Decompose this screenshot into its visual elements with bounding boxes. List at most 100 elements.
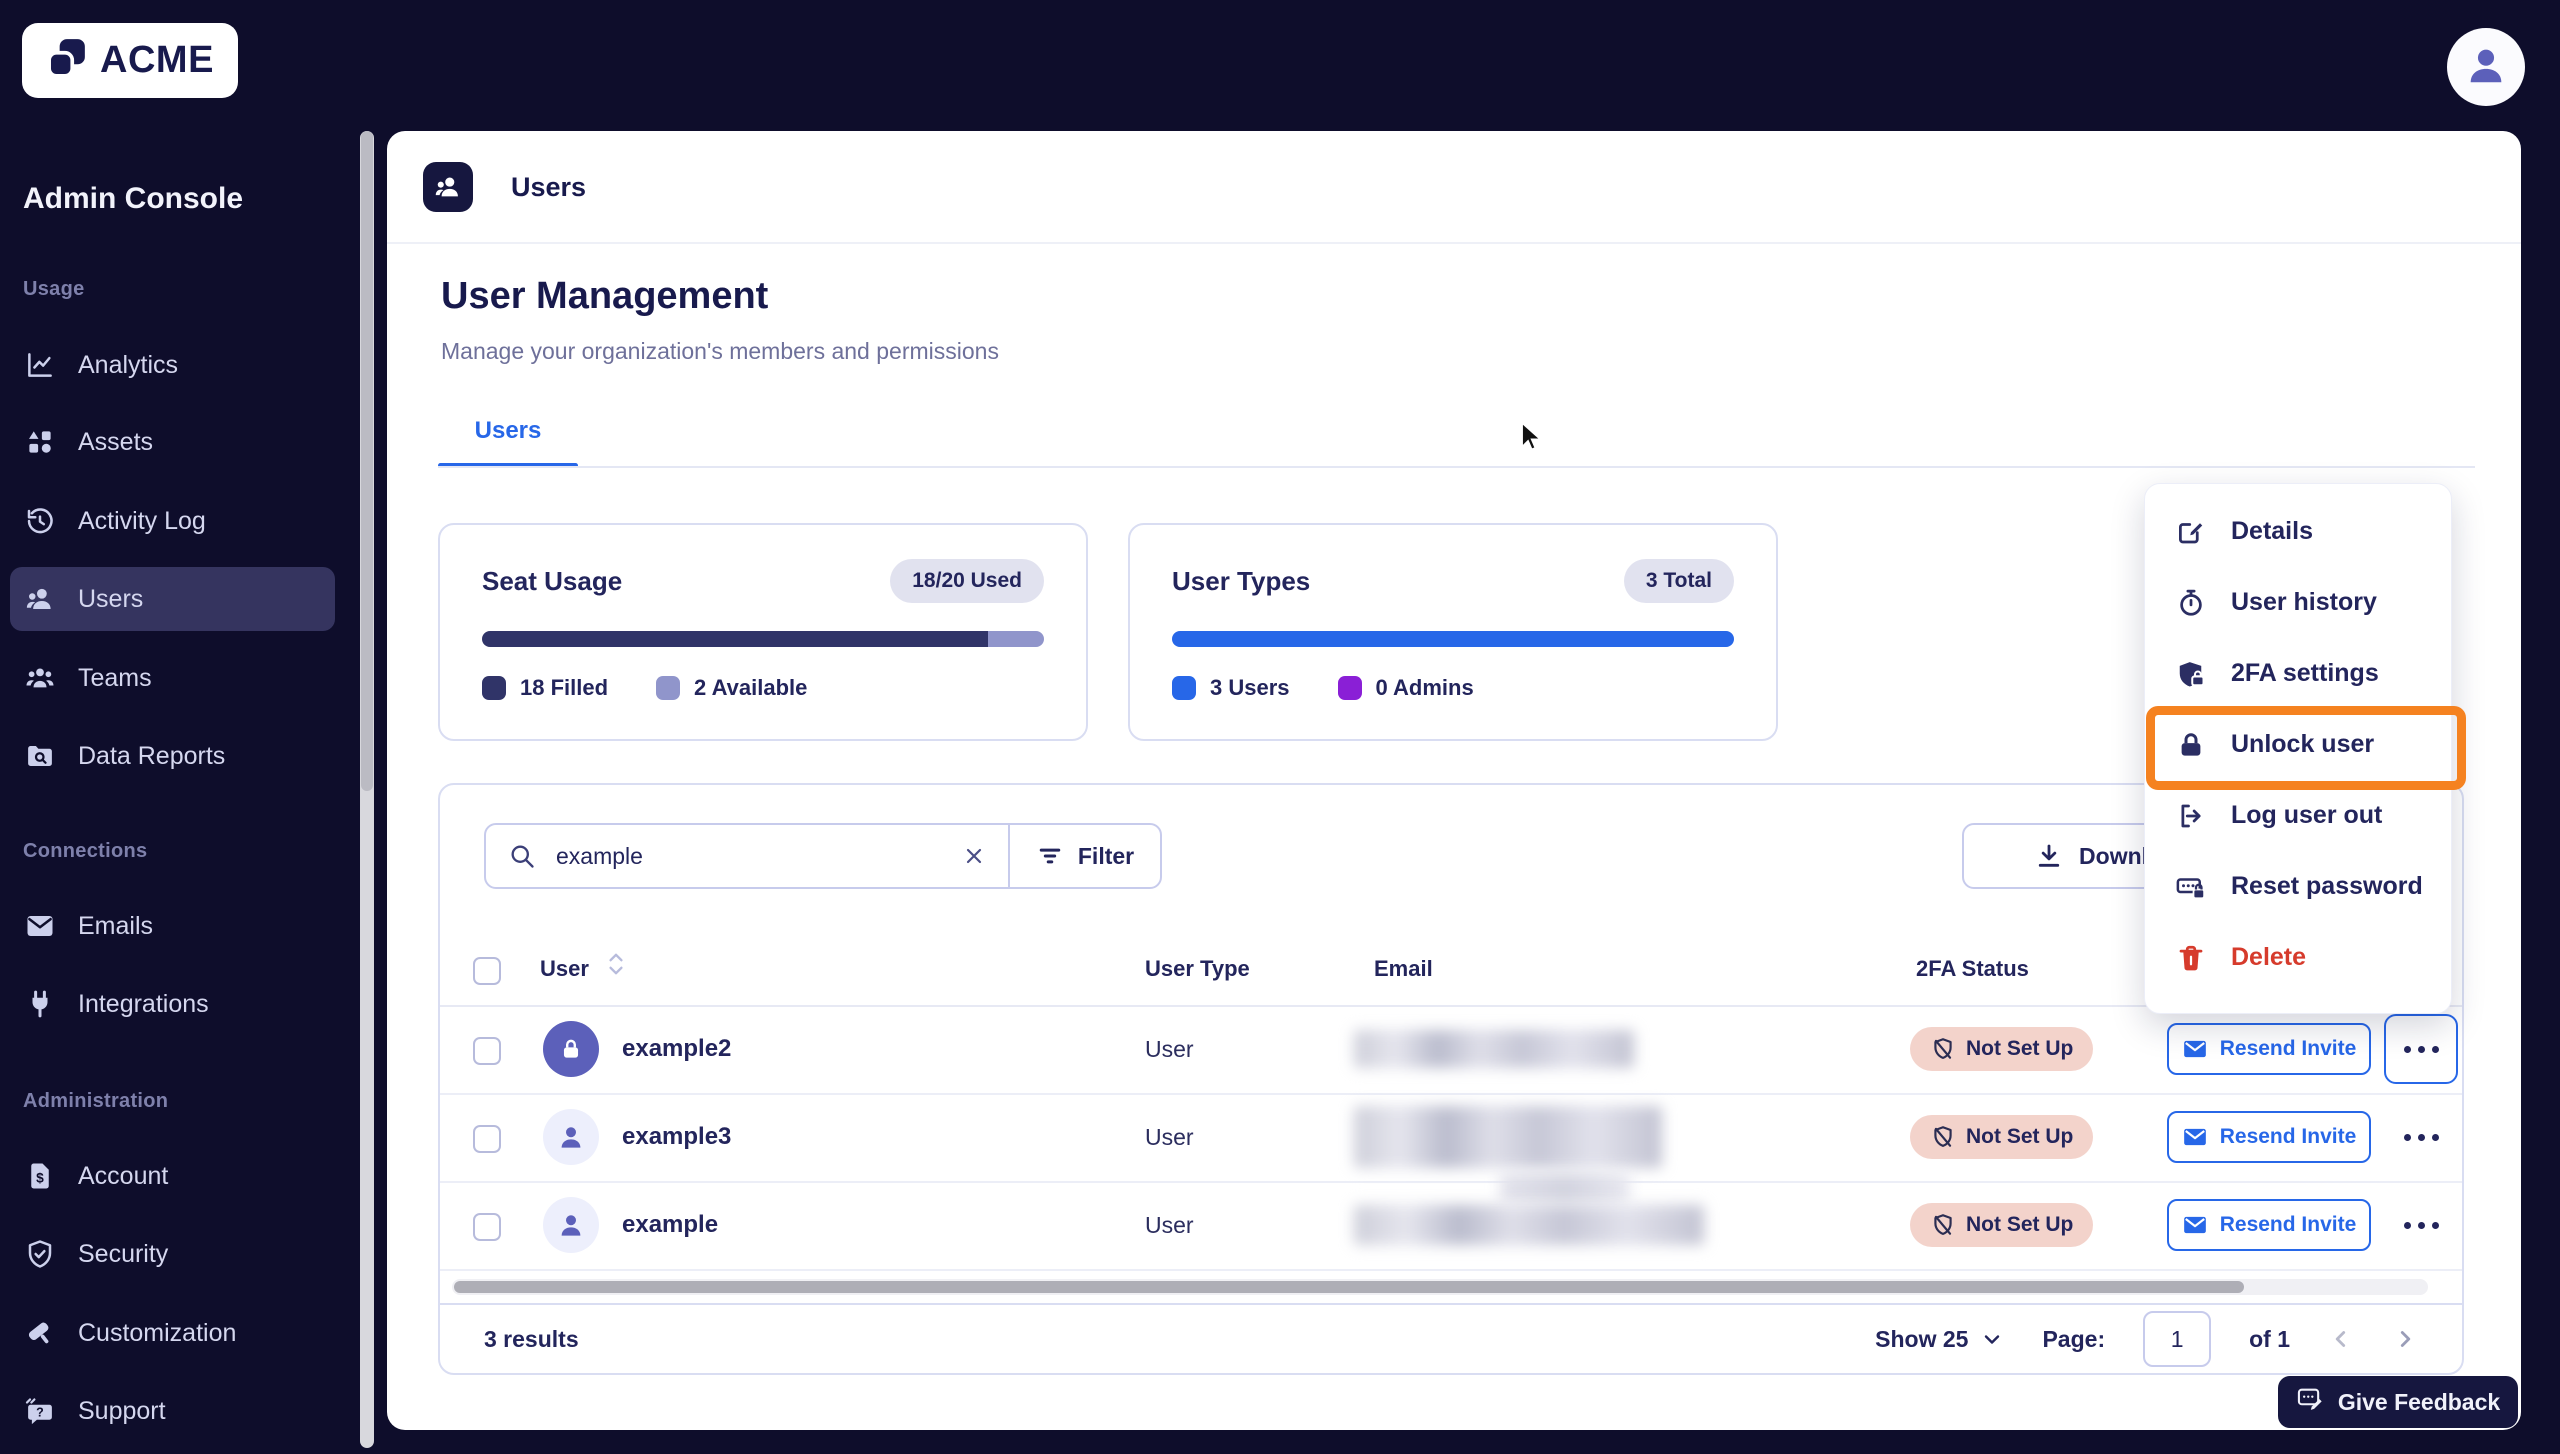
seat-usage-badge: 18/20 Used xyxy=(890,559,1044,603)
horizontal-scrollbar-thumb[interactable] xyxy=(454,1281,2244,1293)
row-checkbox[interactable] xyxy=(473,1213,501,1241)
users-table-container: Filter Download User User Type Email 2FA… xyxy=(438,783,2464,1375)
search-box[interactable] xyxy=(486,825,1008,887)
row-actions-menu-button[interactable] xyxy=(2384,1190,2458,1260)
redacted-email xyxy=(1354,1030,1634,1068)
page-number-input[interactable] xyxy=(2143,1311,2212,1367)
envelope-icon xyxy=(2183,1216,2206,1234)
table-row: example2 User Not Set Up Resend Invite xyxy=(440,1005,2462,1095)
column-header-user-type: User Type xyxy=(1145,956,1250,981)
legend-filled: 18 Filled xyxy=(482,675,608,701)
sidebar-item-label: Support xyxy=(78,1396,166,1425)
sidebar-item-security[interactable]: Security xyxy=(10,1226,335,1282)
legend-admins-swatch xyxy=(1337,676,1362,700)
row-checkbox[interactable] xyxy=(473,1125,501,1153)
sidebar-item-data-reports[interactable]: Data Reports xyxy=(10,728,335,784)
sidebar-item-support[interactable]: ? Support xyxy=(10,1383,335,1439)
column-header-2fa-status: 2FA Status xyxy=(1916,956,2029,981)
user-avatar xyxy=(543,1197,599,1253)
user-type: User xyxy=(1145,1036,1194,1062)
user-types-badge: 3 Total xyxy=(1623,559,1734,603)
chevron-left-icon xyxy=(2335,1331,2346,1347)
shield-lock-icon xyxy=(2175,658,2207,690)
stopwatch-icon xyxy=(2175,587,2207,619)
chevron-right-icon xyxy=(2400,1331,2411,1347)
profile-avatar[interactable] xyxy=(2447,28,2525,106)
show-per-page-select[interactable]: Show 25 xyxy=(1875,1326,2004,1353)
tabs-divider xyxy=(438,466,2475,468)
sidebar-item-teams[interactable]: Teams xyxy=(10,650,335,706)
tab-users[interactable]: Users xyxy=(474,417,542,444)
analytics-icon xyxy=(24,349,56,381)
sidebar-item-customization[interactable]: Customization xyxy=(10,1305,335,1361)
search-icon xyxy=(508,842,536,870)
sidebar-item-label: Assets xyxy=(78,427,154,456)
sidebar-section-administration: Administration xyxy=(23,1090,169,1112)
menu-item-reset-password[interactable]: Reset password xyxy=(2145,851,2451,922)
search-input[interactable] xyxy=(554,841,944,871)
menu-item-log-user-out[interactable]: Log user out xyxy=(2145,780,2451,851)
sidebar-item-label: Security xyxy=(78,1239,169,1268)
resend-invite-button[interactable]: Resend Invite xyxy=(2167,1199,2371,1251)
menu-item-user-history[interactable]: User history xyxy=(2145,567,2451,638)
sidebar-item-label: Emails xyxy=(78,911,154,940)
row-actions-menu-button[interactable] xyxy=(2384,1102,2458,1172)
page-label: Page: xyxy=(2042,1325,2106,1352)
menu-item-2fa-settings[interactable]: 2FA settings xyxy=(2145,638,2451,709)
vertical-scrollbar[interactable] xyxy=(360,131,374,1448)
resend-invite-button[interactable]: Resend Invite xyxy=(2167,1023,2371,1075)
legend-available-swatch xyxy=(656,676,681,700)
previous-page-button[interactable] xyxy=(2328,1326,2354,1352)
edit-icon xyxy=(2175,516,2207,548)
horizontal-scrollbar[interactable] xyxy=(452,1279,2428,1295)
assets-icon xyxy=(24,426,56,458)
sidebar-section-usage: Usage xyxy=(23,278,85,300)
person-icon xyxy=(2463,42,2509,93)
activity-log-icon xyxy=(24,505,56,537)
sidebar-item-emails[interactable]: Emails xyxy=(10,898,335,954)
seat-usage-title: Seat Usage xyxy=(482,565,623,596)
sidebar-item-label: Activity Log xyxy=(78,506,206,535)
row-checkbox[interactable] xyxy=(473,1037,501,1065)
menu-item-unlock-user[interactable]: Unlock user xyxy=(2145,709,2451,780)
person-icon xyxy=(561,1215,581,1236)
column-header-user[interactable]: User xyxy=(540,933,627,1005)
twofa-status-badge: Not Set Up xyxy=(1910,1115,2094,1159)
clear-search-icon[interactable] xyxy=(962,844,986,868)
page-subtitle: Manage your organization's members and p… xyxy=(441,338,999,364)
user-name: example2 xyxy=(622,1035,732,1062)
next-page-button[interactable] xyxy=(2392,1326,2418,1352)
sidebar-item-account[interactable]: $ Account xyxy=(10,1148,335,1204)
download-icon xyxy=(2035,842,2063,870)
filter-icon xyxy=(1036,842,1064,870)
select-all-checkbox[interactable] xyxy=(473,957,501,985)
vertical-scrollbar-thumb[interactable] xyxy=(361,131,373,791)
sidebar-item-analytics[interactable]: Analytics xyxy=(10,337,335,393)
user-types-users-segment xyxy=(1172,631,1734,647)
brand-name: ACME xyxy=(100,39,214,81)
lock-icon xyxy=(563,1039,579,1058)
tab-active-underline xyxy=(438,463,578,468)
users-page-icon xyxy=(423,162,473,212)
page-title: User Management xyxy=(441,275,769,317)
sidebar-item-integrations[interactable]: Integrations xyxy=(10,976,335,1032)
acme-logo: ACME xyxy=(22,23,238,98)
menu-item-details[interactable]: Details xyxy=(2145,496,2451,567)
user-avatar xyxy=(543,1109,599,1165)
header-divider xyxy=(387,242,2521,244)
sidebar-item-label: Integrations xyxy=(78,989,209,1018)
sort-icon[interactable] xyxy=(605,934,627,1006)
envelope-icon xyxy=(2183,1128,2206,1146)
resend-invite-button[interactable]: Resend Invite xyxy=(2167,1111,2371,1163)
filter-button[interactable]: Filter xyxy=(1008,825,1160,887)
sidebar-item-users[interactable]: Users xyxy=(10,567,335,631)
row-actions-menu-button[interactable] xyxy=(2384,1014,2458,1084)
data-reports-icon xyxy=(24,740,56,772)
table-row: example User Not Set Up Resend Invite xyxy=(440,1173,2462,1271)
sidebar-item-activity-log[interactable]: Activity Log xyxy=(10,493,335,549)
locked-user-avatar xyxy=(543,1021,599,1077)
give-feedback-button[interactable]: Give Feedback xyxy=(2278,1376,2518,1428)
menu-item-delete[interactable]: Delete xyxy=(2145,922,2451,993)
lock-icon xyxy=(2175,729,2207,761)
sidebar-item-assets[interactable]: Assets xyxy=(10,414,335,470)
